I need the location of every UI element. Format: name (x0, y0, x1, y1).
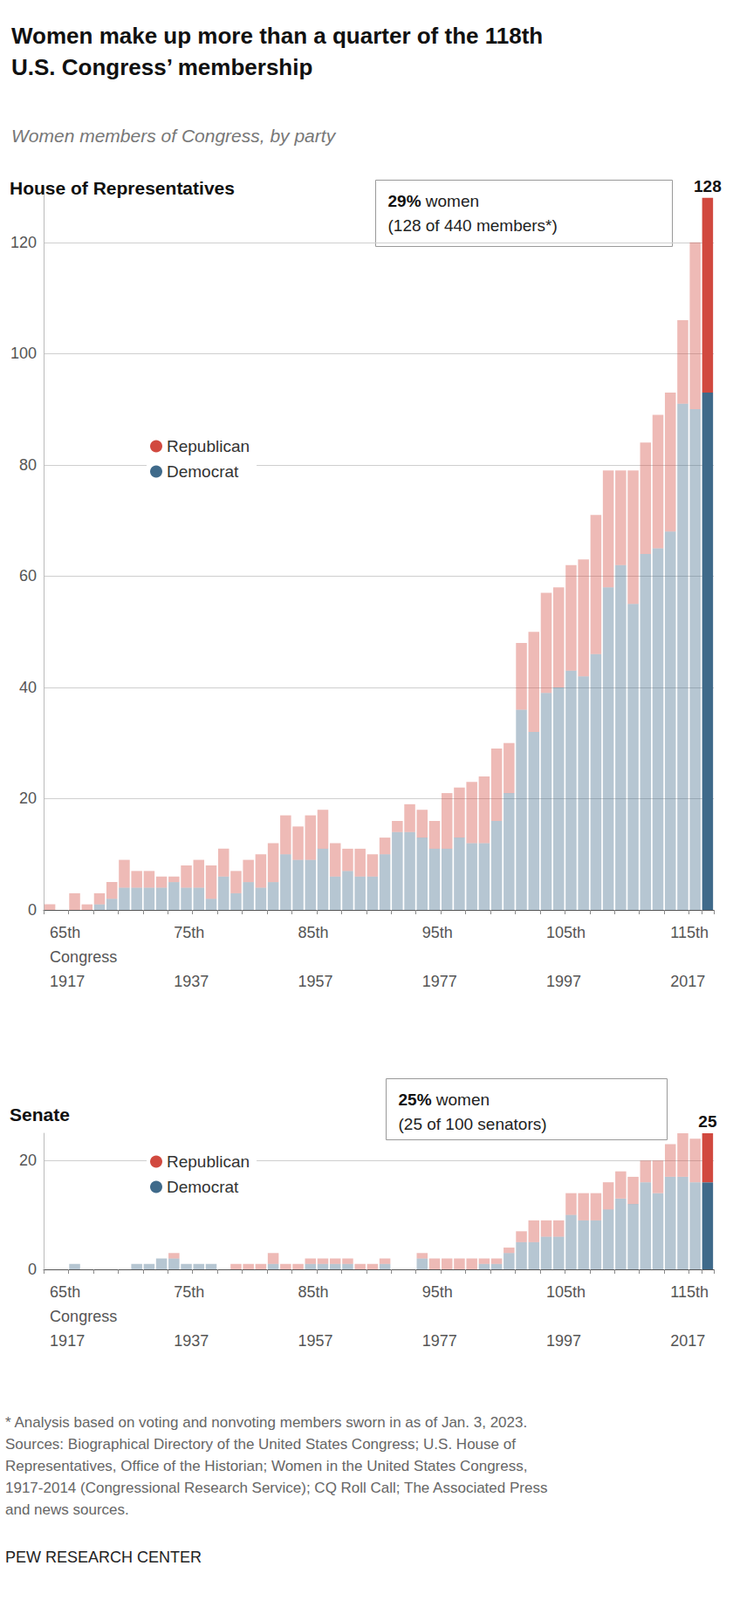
svg-text:Congress: Congress (49, 1308, 117, 1326)
svg-text:120: 120 (10, 233, 37, 252)
svg-text:1917: 1917 (49, 1332, 85, 1350)
svg-text:1977: 1977 (422, 1332, 458, 1350)
svg-text:(128 of 440 members*): (128 of 440 members*) (388, 216, 558, 235)
svg-text:1917-2014 (Congressional Resea: 1917-2014 (Congressional Research Servic… (5, 1479, 548, 1497)
svg-text:75th: 75th (173, 1283, 205, 1302)
svg-text:women: women (421, 191, 480, 211)
svg-text:1937: 1937 (173, 1332, 209, 1350)
svg-text:0: 0 (27, 1260, 37, 1279)
svg-text:PEW RESEARCH CENTER: PEW RESEARCH CENTER (5, 1548, 202, 1567)
svg-text:Women make up more than a quar: Women make up more than a quarter of the… (11, 22, 543, 49)
svg-text:85th: 85th (298, 924, 329, 942)
svg-text:20: 20 (19, 1151, 37, 1170)
svg-text:1917: 1917 (49, 972, 85, 991)
svg-text:75th: 75th (173, 924, 205, 942)
svg-text:Representatives, Office of the: Representatives, Office of the Historian… (5, 1458, 528, 1475)
svg-text:(25 of 100 senators): (25 of 100 senators) (398, 1115, 548, 1134)
svg-text:1977: 1977 (422, 972, 458, 991)
svg-text:29%: 29% (388, 191, 422, 211)
svg-text:Democrat: Democrat (166, 462, 240, 481)
svg-text:House of Representatives: House of Representatives (9, 178, 235, 199)
svg-text:25: 25 (698, 1112, 718, 1131)
svg-text:20: 20 (19, 789, 37, 808)
svg-text:65th: 65th (49, 1283, 81, 1302)
svg-text:1997: 1997 (546, 1332, 582, 1350)
svg-text:Republican: Republican (166, 437, 250, 456)
svg-text:80: 80 (19, 456, 37, 474)
svg-text:and news sources.: and news sources. (5, 1501, 130, 1519)
svg-text:40: 40 (19, 678, 37, 697)
svg-text:105th: 105th (546, 1283, 586, 1302)
svg-text:115th: 115th (670, 924, 709, 942)
svg-text:25%: 25% (398, 1090, 432, 1110)
svg-text:U.S. Congress’ membership: U.S. Congress’ membership (11, 54, 313, 81)
svg-text:115th: 115th (670, 1283, 709, 1302)
svg-text:105th: 105th (546, 924, 586, 942)
svg-text:100: 100 (10, 344, 37, 363)
svg-text:85th: 85th (298, 1283, 329, 1302)
svg-text:95th: 95th (422, 1283, 453, 1302)
svg-text:Democrat: Democrat (166, 1178, 240, 1197)
svg-text:1937: 1937 (173, 972, 209, 991)
svg-text:Women members of Congress, by: Women members of Congress, by party (11, 125, 337, 146)
svg-text:women: women (431, 1090, 491, 1110)
svg-text:60: 60 (19, 567, 37, 585)
svg-text:2017: 2017 (670, 972, 706, 991)
svg-text:Republican: Republican (166, 1152, 250, 1172)
svg-text:1957: 1957 (298, 1332, 334, 1350)
svg-text:* Analysis based on voting and: * Analysis based on voting and nonvoting… (5, 1414, 528, 1432)
svg-text:0: 0 (27, 901, 37, 919)
svg-text:65th: 65th (49, 924, 81, 942)
svg-text:128: 128 (693, 177, 722, 196)
svg-text:Senate: Senate (9, 1104, 70, 1125)
svg-text:1957: 1957 (298, 972, 334, 991)
svg-text:1997: 1997 (546, 972, 582, 991)
svg-text:2017: 2017 (670, 1332, 706, 1350)
svg-text:Congress: Congress (49, 948, 117, 966)
svg-text:95th: 95th (422, 924, 453, 942)
svg-text:Sources: Biographical Director: Sources: Biographical Directory of the U… (5, 1436, 516, 1453)
